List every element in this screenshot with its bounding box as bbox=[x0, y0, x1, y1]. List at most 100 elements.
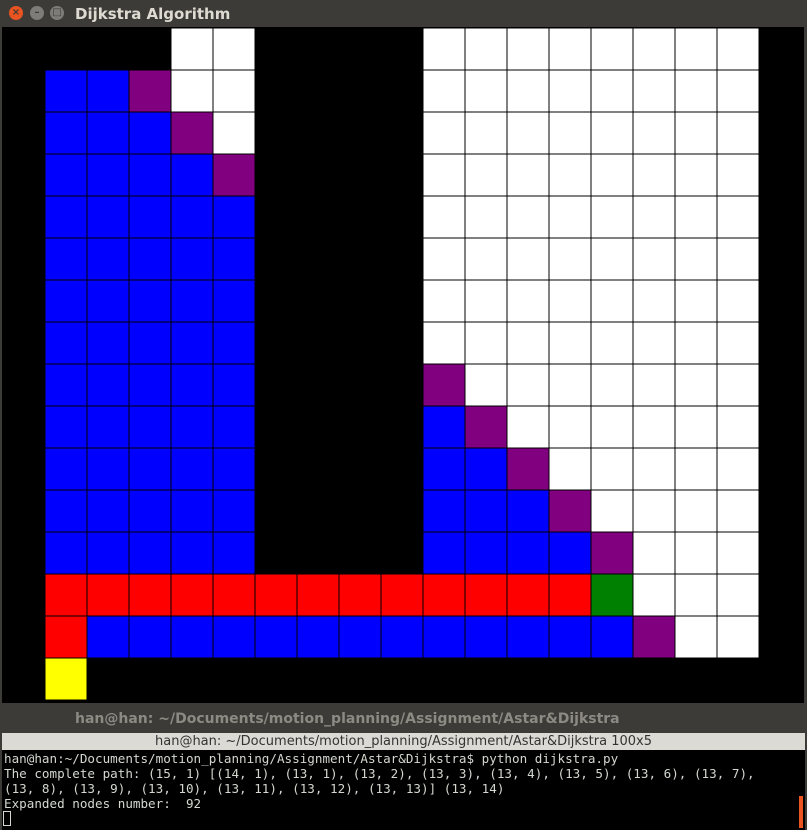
grid-cell bbox=[674, 321, 718, 365]
grid-cell bbox=[674, 69, 718, 113]
grid-cell bbox=[44, 195, 88, 239]
grid-cell bbox=[464, 27, 508, 71]
grid-cell bbox=[86, 489, 130, 533]
grid-cell bbox=[170, 615, 214, 659]
grid-cell bbox=[506, 27, 550, 71]
grid-cell bbox=[212, 531, 256, 575]
grid-cell bbox=[86, 237, 130, 281]
grid-cell bbox=[212, 69, 256, 113]
grid-cell bbox=[44, 153, 88, 197]
grid-cell bbox=[506, 153, 550, 197]
grid-cell bbox=[716, 279, 760, 323]
window-title: Dijkstra Algorithm bbox=[75, 5, 231, 23]
maximize-button[interactable]: □ bbox=[50, 6, 64, 20]
grid-cell bbox=[212, 363, 256, 407]
grid-canvas bbox=[2, 27, 804, 703]
grid-cell bbox=[590, 363, 634, 407]
grid-cell bbox=[548, 489, 592, 533]
grid-cell bbox=[170, 195, 214, 239]
grid-cell bbox=[86, 153, 130, 197]
grid-cell bbox=[212, 321, 256, 365]
grid-cell bbox=[422, 195, 466, 239]
grid-cell bbox=[170, 237, 214, 281]
grid-cell bbox=[674, 195, 718, 239]
terminal-line: The complete path: (15, 1) [(14, 1), (13… bbox=[4, 766, 755, 781]
grid-cell bbox=[338, 615, 382, 659]
grid-cell bbox=[464, 489, 508, 533]
grid-cell bbox=[86, 279, 130, 323]
grid-cell bbox=[296, 573, 340, 617]
grid-cell bbox=[548, 363, 592, 407]
grid-cell bbox=[632, 573, 676, 617]
grid-cell bbox=[170, 27, 214, 71]
grid-cell bbox=[128, 237, 172, 281]
grid-cell bbox=[464, 69, 508, 113]
grid-cell bbox=[506, 363, 550, 407]
grid-cell bbox=[296, 615, 340, 659]
grid-cell bbox=[506, 447, 550, 491]
grid-cell bbox=[632, 405, 676, 449]
grid-cell bbox=[590, 195, 634, 239]
grid-cell bbox=[506, 489, 550, 533]
grid-cell bbox=[716, 405, 760, 449]
grid-cell bbox=[212, 195, 256, 239]
grid-cell bbox=[506, 573, 550, 617]
grid-cell bbox=[674, 489, 718, 533]
grid-cell bbox=[464, 237, 508, 281]
grid-cell bbox=[128, 573, 172, 617]
grid-cell bbox=[422, 279, 466, 323]
grid-cell bbox=[716, 489, 760, 533]
grid-cell bbox=[506, 321, 550, 365]
grid-cell bbox=[170, 321, 214, 365]
grid-cell bbox=[422, 531, 466, 575]
grid-cell bbox=[86, 363, 130, 407]
grid-cell bbox=[86, 69, 130, 113]
grid-cell bbox=[212, 27, 256, 71]
grid-cell bbox=[464, 321, 508, 365]
grid-cell bbox=[548, 405, 592, 449]
grid-cell bbox=[464, 573, 508, 617]
grid-cell bbox=[632, 279, 676, 323]
grid-cell bbox=[422, 489, 466, 533]
app-window: × – □ Dijkstra Algorithm bbox=[2, 5, 804, 703]
grid-cell bbox=[86, 447, 130, 491]
grid-cell bbox=[170, 573, 214, 617]
grid-cell bbox=[254, 573, 298, 617]
grid-cell bbox=[44, 237, 88, 281]
scrollbar bbox=[799, 796, 803, 828]
grid-cell bbox=[506, 111, 550, 155]
grid-cell bbox=[44, 279, 88, 323]
grid-cell bbox=[170, 531, 214, 575]
grid-cell bbox=[590, 111, 634, 155]
grid-cell bbox=[716, 27, 760, 71]
terminal-tab[interactable]: han@han: ~/Documents/motion_planning/Ass… bbox=[2, 733, 805, 750]
grid-cell bbox=[212, 153, 256, 197]
grid-cell bbox=[674, 27, 718, 71]
grid-cell bbox=[590, 69, 634, 113]
grid-cell bbox=[632, 321, 676, 365]
grid-cell bbox=[170, 489, 214, 533]
grid-cell bbox=[716, 363, 760, 407]
grid-cell bbox=[632, 615, 676, 659]
grid-cell bbox=[506, 195, 550, 239]
grid-cell bbox=[506, 615, 550, 659]
close-button[interactable]: × bbox=[9, 6, 23, 20]
grid-cell bbox=[464, 195, 508, 239]
grid-cell bbox=[632, 447, 676, 491]
grid-cell bbox=[632, 111, 676, 155]
grid-cell bbox=[86, 195, 130, 239]
grid-cell bbox=[422, 447, 466, 491]
grid-cell bbox=[86, 531, 130, 575]
grid-cell bbox=[548, 153, 592, 197]
grid-cell bbox=[548, 279, 592, 323]
grid-cell bbox=[506, 405, 550, 449]
grid-cell bbox=[422, 111, 466, 155]
terminal-line: Expanded nodes number: 92 bbox=[4, 796, 202, 811]
grid-cell bbox=[716, 111, 760, 155]
grid-cell bbox=[44, 321, 88, 365]
grid-cell bbox=[674, 405, 718, 449]
grid-cell bbox=[422, 153, 466, 197]
minimize-button[interactable]: – bbox=[30, 6, 44, 20]
grid-cell bbox=[632, 489, 676, 533]
grid-cell bbox=[590, 279, 634, 323]
